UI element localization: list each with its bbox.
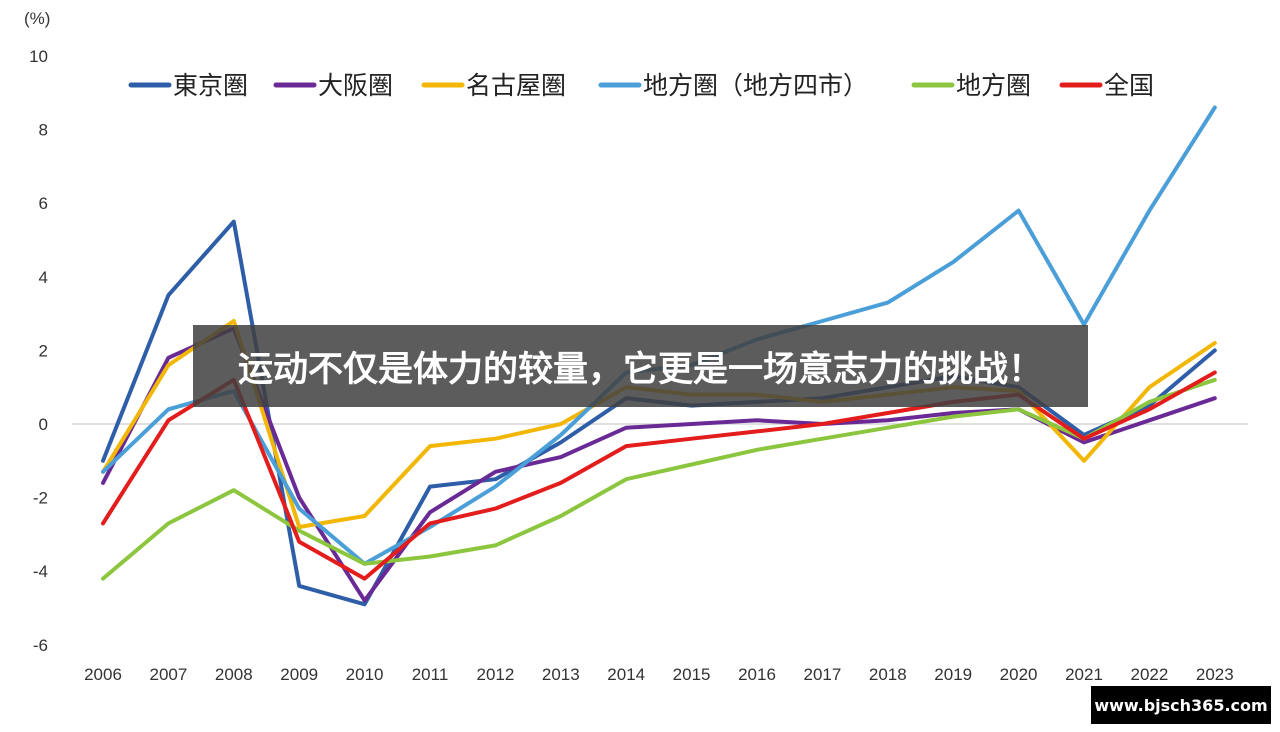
y-tick-label: 8 — [39, 121, 48, 140]
legend-label: 名古屋圏 — [466, 71, 566, 100]
x-tick-label: 2016 — [738, 665, 776, 684]
y-axis-ticks: 10 8 6 4 2 0 -2 -4 -6 — [29, 47, 48, 655]
x-tick-label: 2015 — [673, 665, 711, 684]
legend-label: 地方圏 — [956, 71, 1031, 100]
y-tick-label: 6 — [39, 194, 48, 213]
y-tick-label: -6 — [33, 636, 48, 655]
legend-label: 地方圏（地方四市） — [643, 71, 868, 100]
x-tick-label: 2009 — [280, 665, 318, 684]
x-tick-label: 2021 — [1065, 665, 1103, 684]
x-tick-label: 2020 — [1000, 665, 1038, 684]
x-tick-label: 2019 — [934, 665, 972, 684]
x-axis-ticks: 2006 2007 2008 2009 2010 2011 2012 2013 2014 2015… — [84, 665, 1234, 712]
series-line-4 — [101, 377, 1217, 581]
legend-label: 大阪圏 — [318, 71, 393, 100]
y-tick-label: 2 — [39, 341, 48, 360]
caption-overlay: 运动不仅是体力的较量，它更是一场意志力的挑战！ — [193, 325, 1088, 407]
y-tick-label: 4 — [39, 268, 48, 287]
y-tick-label: -4 — [33, 562, 48, 581]
y-tick-label: -2 — [33, 489, 48, 508]
y-tick-label: 10 — [29, 47, 48, 66]
x-tick-label: 2014 — [607, 665, 645, 684]
caption-text: 运动不仅是体力的较量，它更是一场意志力的挑战！ — [237, 349, 1043, 390]
x-tick-label: 2008 — [215, 665, 253, 684]
x-tick-label: 2010 — [346, 665, 384, 684]
y-axis-unit-label: (%) — [24, 9, 50, 28]
legend: 東京圏 大阪圏 名古屋圏 地方圏（地方四市） 地方圏 全国 — [128, 71, 1154, 100]
x-tick-label: 2006 — [84, 665, 122, 684]
legend-label: 東京圏 — [173, 71, 248, 100]
x-tick-label: 2022 — [1130, 665, 1168, 684]
y-tick-label: 0 — [39, 415, 48, 434]
x-tick-label: 2023 — [1196, 665, 1234, 684]
x-tick-label: 2007 — [149, 665, 187, 684]
watermark-badge: www.bjsch365.com — [1091, 686, 1271, 724]
legend-label: 全国 — [1104, 71, 1154, 100]
watermark-text: www.bjsch365.com — [1094, 695, 1268, 715]
x-tick-label: 2018 — [869, 665, 907, 684]
x-tick-label: 2013 — [542, 665, 580, 684]
x-tick-label: 2011 — [412, 665, 449, 684]
x-tick-label: 2017 — [803, 665, 841, 684]
x-tick-label: 2012 — [476, 665, 514, 684]
